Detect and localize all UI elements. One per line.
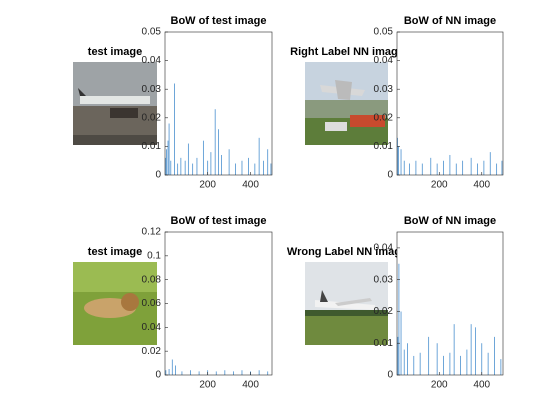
y-tick-label: 0.02 xyxy=(374,112,394,123)
axes-box xyxy=(164,31,273,176)
y-tick-label: 0.04 xyxy=(374,243,394,254)
image-test-1 xyxy=(73,62,157,145)
y-tick-label: 0.01 xyxy=(374,338,394,349)
y-tick-label: 0 xyxy=(155,170,161,181)
y-tick-label: 0.04 xyxy=(142,322,162,333)
y-tick-label: 0.02 xyxy=(142,112,162,123)
y-tick-label: 0.01 xyxy=(142,141,162,152)
y-tick-label: 0.05 xyxy=(374,27,394,38)
y-tick-label: 0.03 xyxy=(374,84,394,95)
x-tick-label: 200 xyxy=(431,180,448,191)
y-tick-label: 0.12 xyxy=(142,227,162,238)
y-tick-label: 0.04 xyxy=(374,55,394,66)
image-title: Right Label NN image xyxy=(290,46,404,58)
axes-box xyxy=(396,31,504,176)
y-tick-label: 0.08 xyxy=(142,274,162,285)
x-tick-label: 400 xyxy=(242,380,259,391)
x-tick-label: 400 xyxy=(242,180,259,191)
x-tick-label: 200 xyxy=(199,380,216,391)
x-tick-label: 400 xyxy=(473,380,490,391)
y-tick-label: 0 xyxy=(387,170,393,181)
y-tick-label: 0.1 xyxy=(147,250,161,261)
image-test-2 xyxy=(73,262,157,345)
image-title: test image xyxy=(88,46,142,58)
y-tick-label: 0 xyxy=(155,370,161,381)
y-tick-label: 0.02 xyxy=(142,346,162,357)
y-tick-label: 0.03 xyxy=(374,274,394,285)
chart-title: BoW of test image xyxy=(171,15,267,27)
x-tick-label: 200 xyxy=(431,380,448,391)
axes-background xyxy=(165,232,272,375)
image-title: Wrong Label NN image xyxy=(287,246,407,258)
chart-title: BoW of NN image xyxy=(404,215,496,227)
axes-background xyxy=(397,232,503,375)
y-tick-label: 0.02 xyxy=(374,306,394,317)
image-title: test image xyxy=(88,246,142,258)
axes-background xyxy=(397,32,503,175)
x-tick-label: 400 xyxy=(473,180,490,191)
y-tick-label: 0 xyxy=(387,370,393,381)
y-tick-label: 0.03 xyxy=(142,84,162,95)
y-tick-label: 0.01 xyxy=(374,141,394,152)
y-tick-label: 0.04 xyxy=(142,55,162,66)
axes-box xyxy=(396,231,504,376)
image-right-nn xyxy=(305,62,388,145)
image-wrong-nn xyxy=(305,262,388,345)
chart-title: BoW of test image xyxy=(171,215,267,227)
y-tick-label: 0.06 xyxy=(142,298,162,309)
y-tick-label: 0.05 xyxy=(142,27,162,38)
x-tick-label: 200 xyxy=(199,180,216,191)
chart-title: BoW of NN image xyxy=(404,15,496,27)
